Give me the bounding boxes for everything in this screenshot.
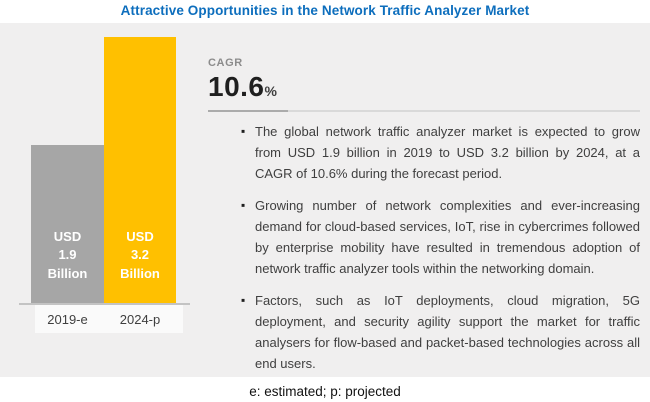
chart-panel: USD 1.9 Billion USD 3.2 Billion 2019-e 2… — [0, 23, 650, 377]
bar-label-line: Billion — [47, 265, 88, 281]
bar-label-line: Billion — [120, 265, 160, 281]
bar-2019: USD 1.9 Billion — [31, 145, 104, 303]
bar-label-line: USD — [53, 228, 82, 244]
bullet-factors: Factors, such as IoT deployments, cloud … — [241, 290, 640, 374]
cagr-value-row: 10.6% — [208, 71, 640, 103]
x-tick-2024: 2024-p — [119, 312, 161, 327]
page-title: Attractive Opportunities in the Network … — [120, 3, 530, 18]
x-axis-line — [19, 303, 190, 305]
section-divider — [208, 110, 640, 112]
summary-block: CAGR 10.6% The global network traffic an… — [208, 57, 640, 385]
bar-2024: USD 3.2 Billion — [104, 37, 176, 303]
bar-label-line: 1.9 — [58, 247, 77, 262]
bar-2024-value-label: USD 3.2 Billion — [104, 228, 176, 284]
bullet-market-growth: The global network traffic analyzer mark… — [241, 121, 640, 184]
cagr-label: CAGR — [208, 57, 243, 69]
cagr-value: 10.6 — [208, 71, 265, 102]
bar-2019-value-label: USD 1.9 Billion — [31, 228, 104, 284]
cagr-percent-sign: % — [264, 83, 277, 99]
bullet-drivers: Growing number of network complexities a… — [241, 195, 640, 279]
bullet-list: The global network traffic analyzer mark… — [241, 121, 640, 374]
footnote: e: estimated; p: projected — [249, 384, 401, 399]
bar-label-line: 3.2 — [130, 247, 150, 262]
x-axis-label-band — [35, 305, 183, 333]
bar-label-line: USD — [126, 228, 154, 244]
x-tick-2019: 2019-e — [47, 312, 88, 327]
